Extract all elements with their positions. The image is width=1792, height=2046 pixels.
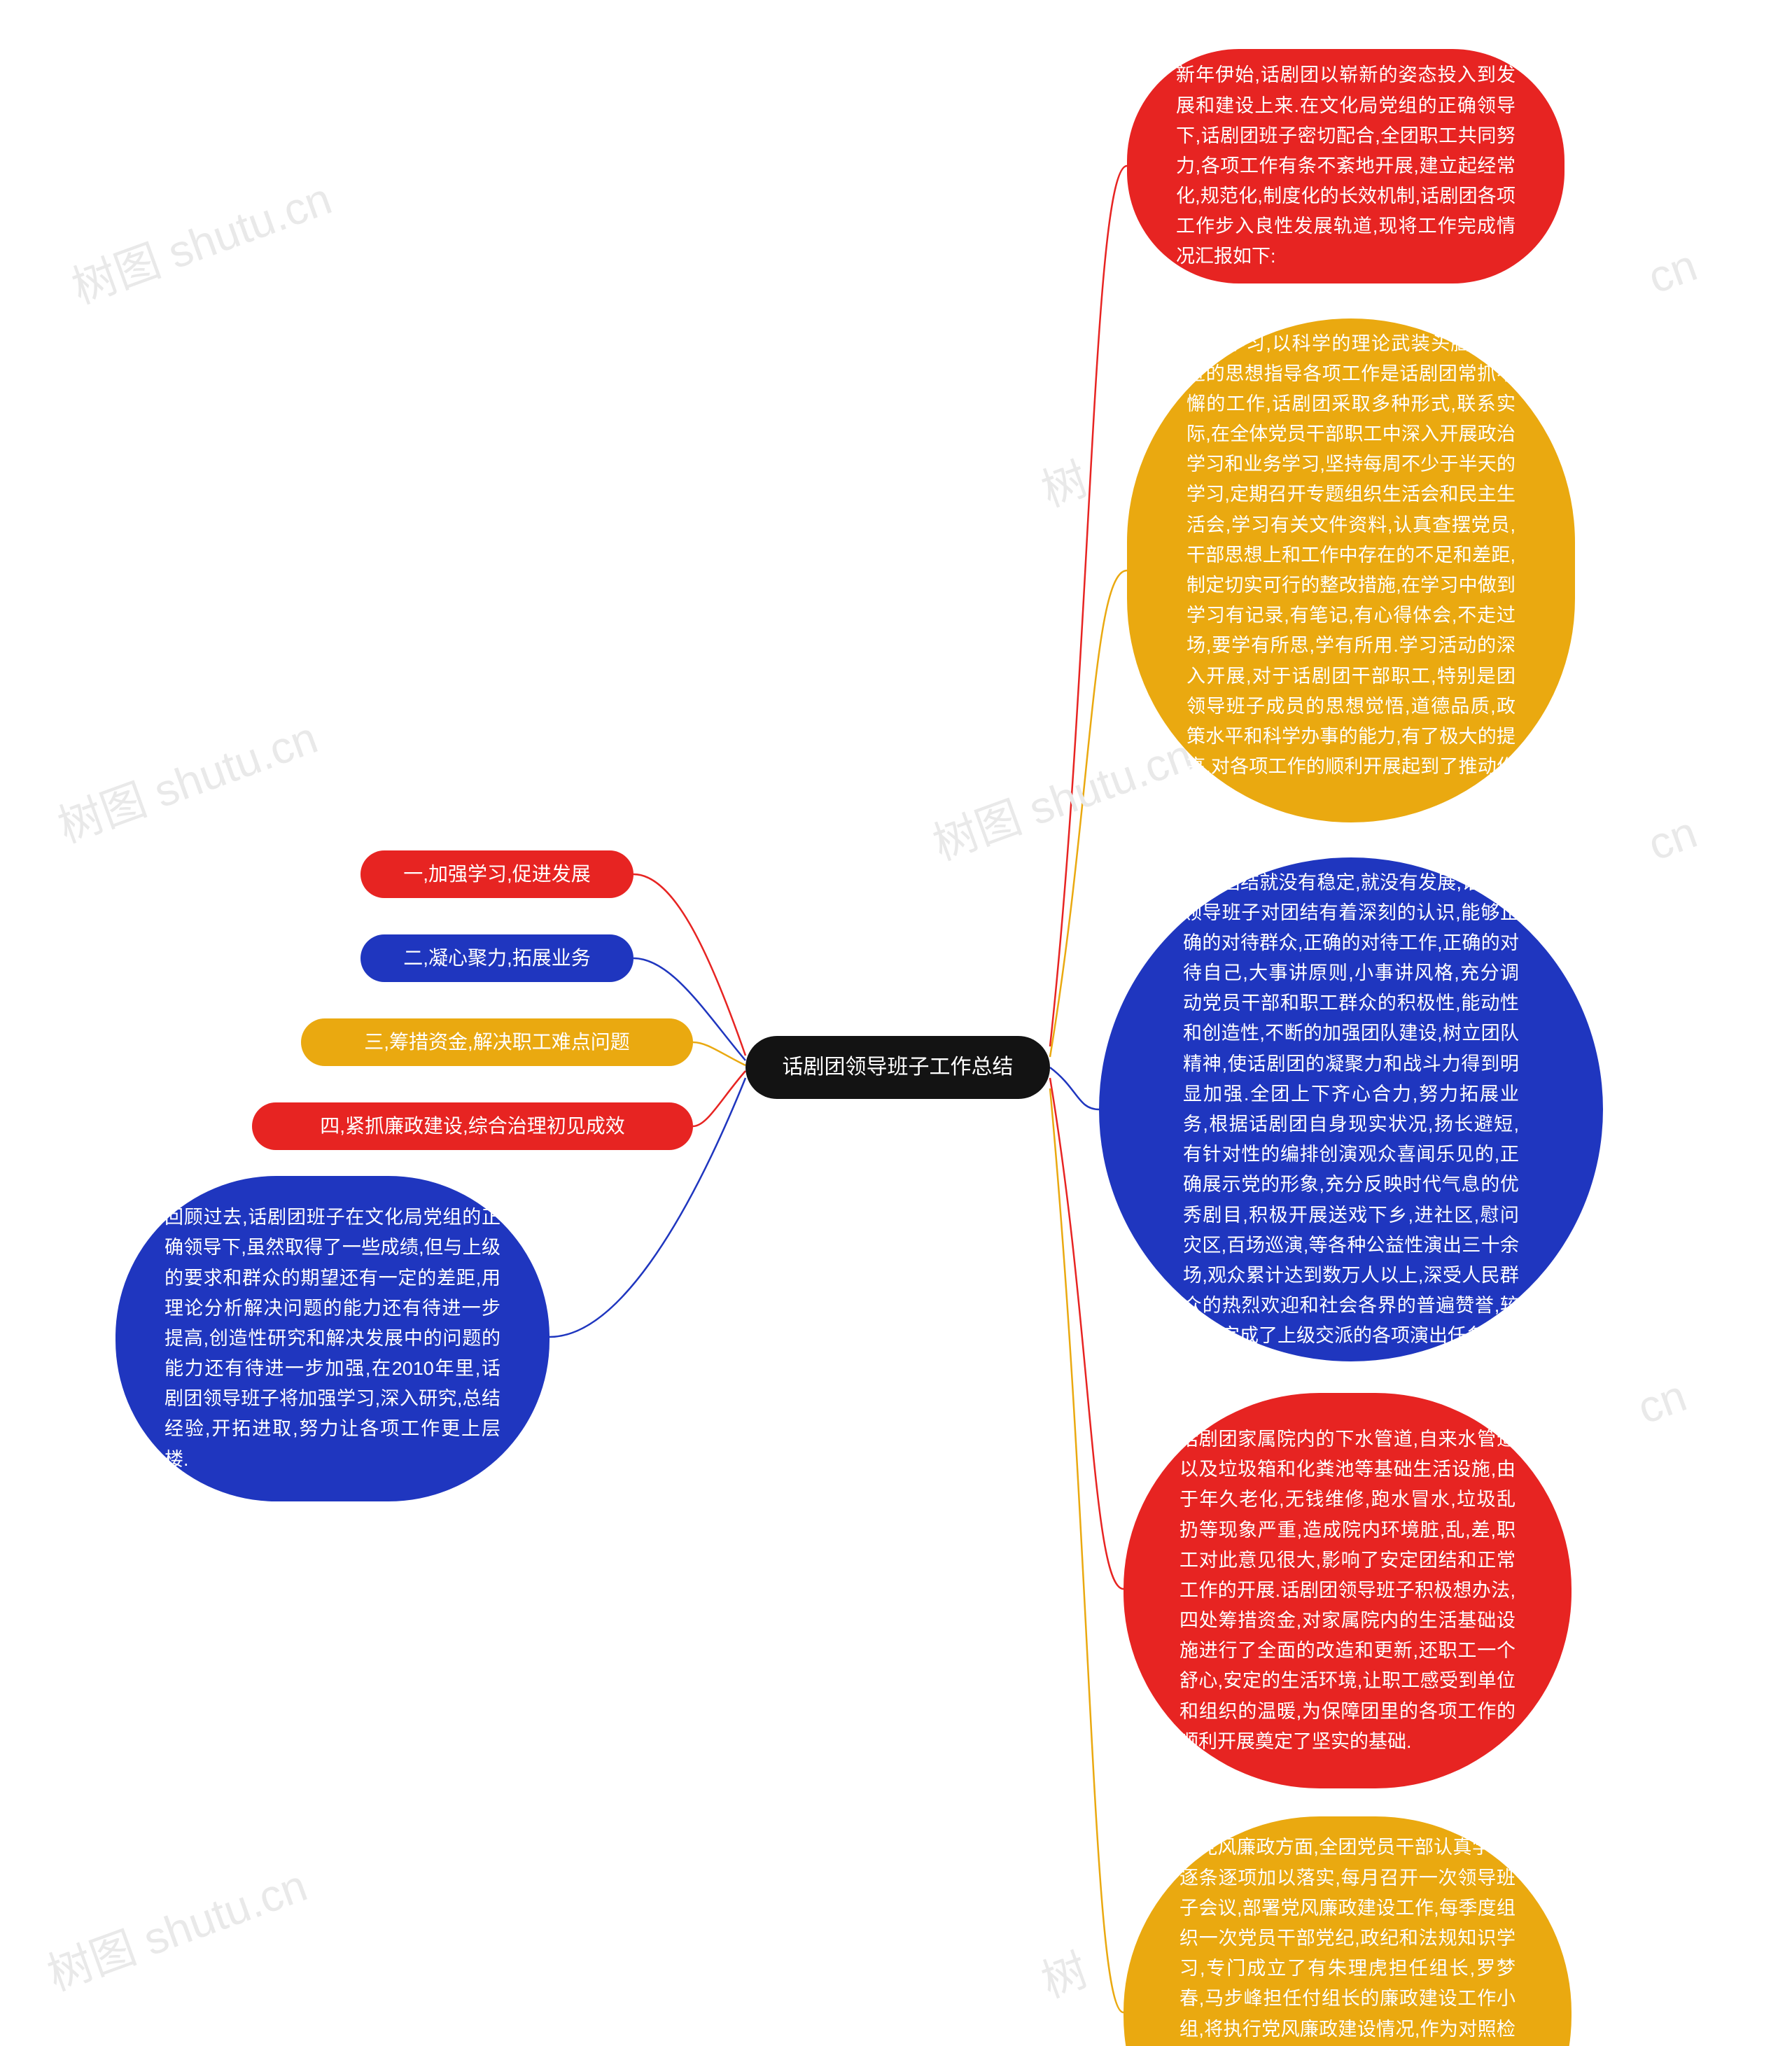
watermark: cn: [1642, 239, 1704, 304]
detail-text: 在党风廉政方面,全团党员干部认真学习,逐条逐项加以落实,每月召开一次领导班子会议…: [1180, 1833, 1516, 2046]
branch-node[interactable]: 三,筹措资金,解决职工难点问题: [301, 1018, 693, 1066]
detail-text: 加强学习,以科学的理论武装头脑,以先进的思想指导各项工作是话剧团常抓不懈的工作,…: [1186, 329, 1516, 813]
watermark: 树图 shutu.cn: [38, 1850, 315, 2003]
detail-node[interactable]: 话剧团家属院内的下水管道,自来水管道以及垃圾箱和化粪池等基础生活设施,由于年久老…: [1124, 1393, 1572, 1788]
watermark: 树: [1032, 444, 1096, 519]
center-node[interactable]: 话剧团领导班子工作总结: [746, 1036, 1050, 1099]
detail-node[interactable]: 没有团结就没有稳定,就没有发展,话剧团领导班子对团结有着深刻的认识,能够正确的对…: [1099, 857, 1603, 1361]
watermark: 树: [1032, 1935, 1096, 2010]
mindmap-canvas: 树图 shutu.cn 树图 shutu.cn 树图 shutu.cn 树图 shut…: [0, 0, 1792, 2046]
detail-node[interactable]: 加强学习,以科学的理论武装头脑,以先进的思想指导各项工作是话剧团常抓不懈的工作,…: [1127, 318, 1575, 822]
connector: [1050, 570, 1127, 1057]
branch-node[interactable]: 一,加强学习,促进发展: [360, 850, 634, 898]
detail-node[interactable]: 新年伊始,话剧团以崭新的姿态投入到发展和建设上来.在文化局党组的正确领导下,话剧…: [1127, 49, 1564, 283]
connector: [1050, 1067, 1099, 1109]
watermark: cn: [1642, 806, 1704, 871]
watermark: 树图 shutu.cn: [48, 702, 326, 855]
detail-text: 回顾过去,话剧团班子在文化局党组的正确领导下,虽然取得了一些成绩,但与上级的要求…: [164, 1203, 500, 1475]
watermark: cn: [1631, 1369, 1693, 1434]
connector: [1050, 1088, 1124, 2012]
connector: [693, 1071, 746, 1126]
detail-node[interactable]: 回顾过去,话剧团班子在文化局党组的正确领导下,虽然取得了一些成绩,但与上级的要求…: [115, 1176, 550, 1501]
branch-node[interactable]: 四,紧抓廉政建设,综合治理初见成效: [252, 1102, 693, 1150]
detail-node[interactable]: 在党风廉政方面,全团党员干部认真学习,逐条逐项加以落实,每月召开一次领导班子会议…: [1124, 1816, 1572, 2046]
watermark: 树图 shutu.cn: [62, 163, 340, 316]
detail-text: 话剧团家属院内的下水管道,自来水管道以及垃圾箱和化粪池等基础生活设施,由于年久老…: [1180, 1424, 1516, 1757]
detail-text: 新年伊始,话剧团以崭新的姿态投入到发展和建设上来.在文化局党组的正确领导下,话剧…: [1176, 60, 1516, 272]
connector: [1050, 166, 1127, 1046]
detail-text: 没有团结就没有稳定,就没有发展,话剧团领导班子对团结有着深刻的认识,能够正确的对…: [1183, 868, 1519, 1352]
branch-node[interactable]: 二,凝心聚力,拓展业务: [360, 934, 634, 982]
connector: [693, 1042, 746, 1065]
watermark: 树图 shutu.cn: [923, 720, 1200, 873]
